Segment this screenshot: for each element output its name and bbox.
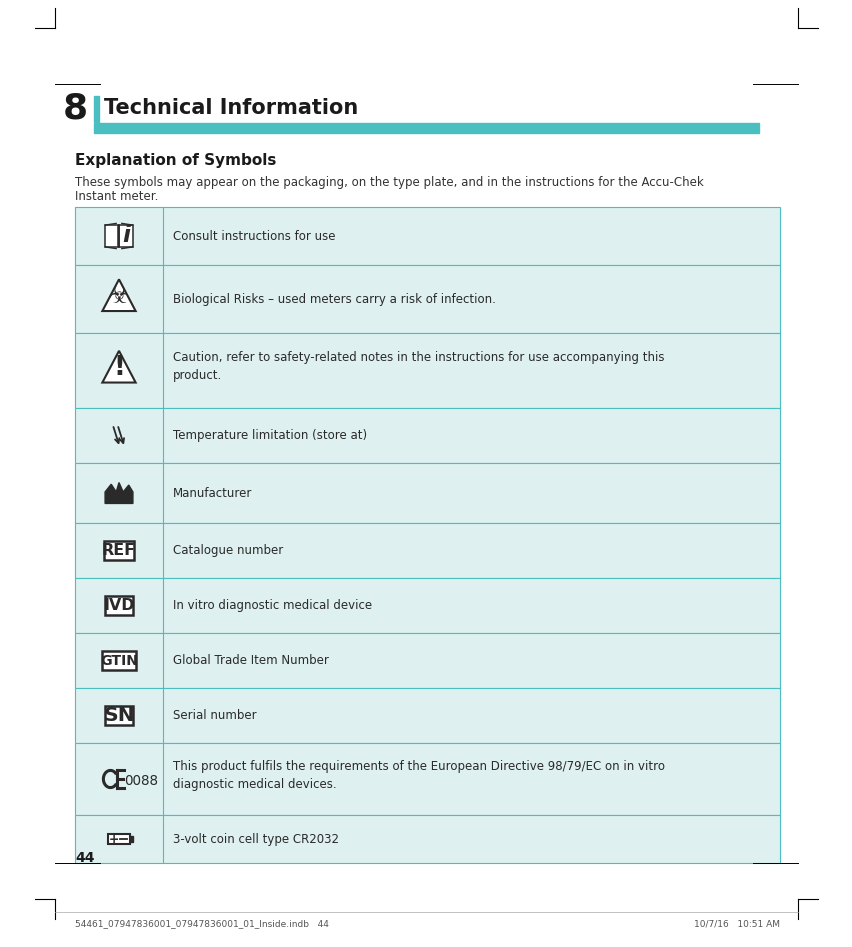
Text: Explanation of Symbols: Explanation of Symbols	[75, 152, 276, 168]
Polygon shape	[102, 279, 135, 311]
Bar	[75, 523, 779, 578]
Text: Caution, refer to safety-related notes in the instructions for use accompanying : Caution, refer to safety-related notes i…	[173, 351, 664, 382]
Bar	[75, 265, 779, 333]
Bar	[75, 688, 779, 743]
Text: i: i	[122, 223, 130, 247]
Text: REF: REF	[102, 543, 135, 558]
Bar	[75, 408, 779, 463]
Bar	[94, 123, 758, 133]
Text: 0088: 0088	[124, 774, 158, 788]
Polygon shape	[119, 225, 133, 247]
Text: GTIN: GTIN	[100, 653, 138, 668]
Bar	[75, 578, 779, 633]
Text: Manufacturer: Manufacturer	[173, 487, 252, 499]
Bar	[75, 523, 779, 578]
Bar	[107, 833, 130, 845]
Text: ☣: ☣	[108, 285, 130, 309]
Text: Global Trade Item Number: Global Trade Item Number	[173, 654, 329, 667]
Text: !: !	[113, 355, 124, 382]
Bar	[75, 333, 779, 408]
Polygon shape	[102, 350, 135, 383]
Text: Technical Information: Technical Information	[104, 98, 358, 118]
Bar	[75, 688, 779, 743]
Text: 10/7/16   10:51 AM: 10/7/16 10:51 AM	[694, 920, 779, 928]
Text: Biological Risks – used meters carry a risk of infection.: Biological Risks – used meters carry a r…	[173, 293, 495, 306]
Text: Serial number: Serial number	[173, 709, 256, 722]
Bar	[104, 541, 134, 560]
Polygon shape	[105, 225, 118, 247]
Bar	[75, 633, 779, 688]
Text: IVD: IVD	[103, 598, 135, 613]
Bar	[75, 463, 779, 523]
Bar	[75, 578, 779, 633]
Bar	[105, 706, 133, 725]
Bar	[75, 743, 779, 815]
Text: These symbols may appear on the packaging, on the type plate, and in the instruc: These symbols may appear on the packagin…	[75, 176, 703, 189]
Bar	[75, 633, 779, 688]
Bar	[130, 836, 133, 842]
Polygon shape	[105, 483, 133, 504]
Text: 8: 8	[62, 91, 88, 125]
Text: SN: SN	[103, 706, 135, 725]
Text: In vitro diagnostic medical device: In vitro diagnostic medical device	[173, 599, 371, 612]
Text: This product fulfils the requirements of the European Directive 98/79/EC on in v: This product fulfils the requirements of…	[173, 759, 665, 791]
Text: 3-volt coin cell type CR2032: 3-volt coin cell type CR2032	[173, 832, 338, 846]
Bar	[75, 207, 779, 265]
Bar	[94, 96, 99, 122]
Bar	[75, 207, 779, 265]
Bar	[75, 815, 779, 863]
Text: +: +	[109, 832, 119, 846]
Text: Consult instructions for use: Consult instructions for use	[173, 229, 335, 242]
Bar	[75, 743, 779, 815]
Bar	[75, 333, 779, 408]
Bar	[75, 408, 779, 463]
Bar	[75, 265, 779, 333]
Bar	[75, 463, 779, 523]
Text: 54461_07947836001_07947836001_01_Inside.indb   44: 54461_07947836001_07947836001_01_Inside.…	[75, 920, 329, 928]
Bar	[101, 651, 136, 670]
Bar	[75, 815, 779, 863]
Text: Temperature limitation (store at): Temperature limitation (store at)	[173, 429, 366, 442]
Bar	[105, 596, 133, 615]
Text: 44: 44	[75, 851, 95, 865]
Text: Catalogue number: Catalogue number	[173, 544, 283, 557]
Text: Instant meter.: Instant meter.	[75, 190, 158, 203]
